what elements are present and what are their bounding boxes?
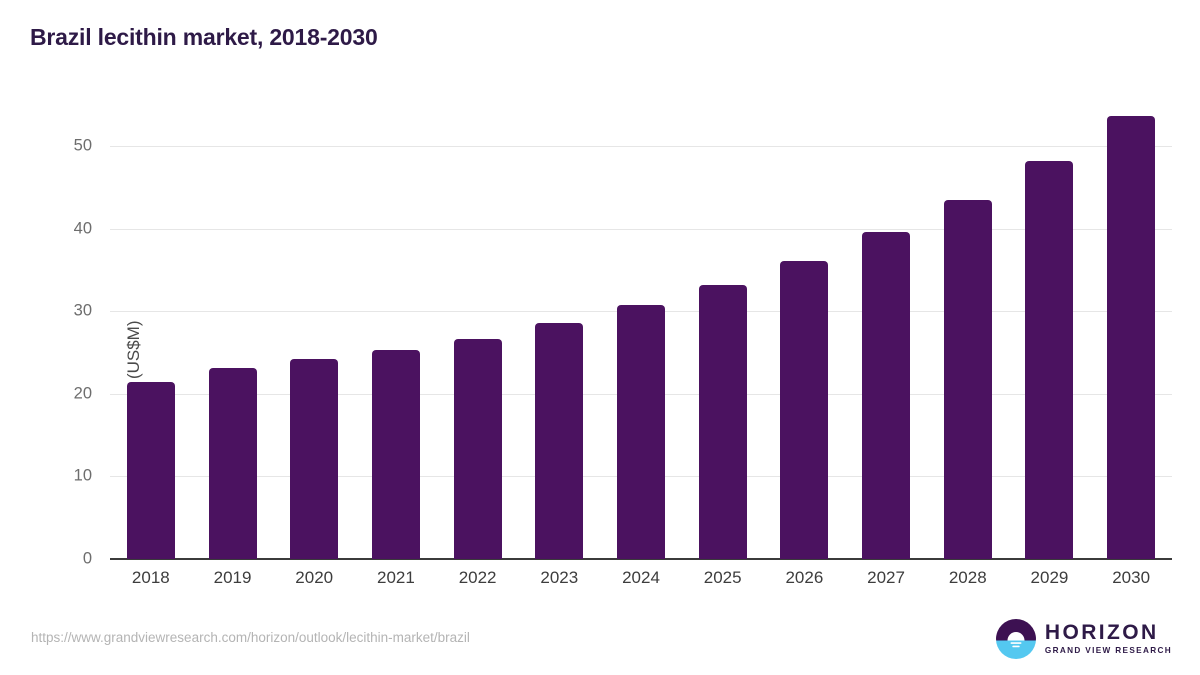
gridline bbox=[110, 228, 1172, 230]
x-tick-label-2018: 2018 bbox=[131, 568, 170, 587]
logo-wordmark: HORIZON GRAND VIEW RESEARCH bbox=[1045, 622, 1172, 655]
bar-2030[interactable] bbox=[1107, 115, 1156, 559]
bar-2022[interactable] bbox=[453, 338, 502, 559]
bar-2025[interactable] bbox=[698, 284, 747, 559]
x-tick-label-2019: 2019 bbox=[213, 568, 252, 587]
gridline bbox=[110, 146, 1172, 148]
bar-2023[interactable] bbox=[535, 322, 584, 559]
y-tick-label: 10 bbox=[73, 466, 92, 485]
bar-2018[interactable] bbox=[126, 382, 175, 559]
x-tick-label-2023: 2023 bbox=[540, 568, 579, 587]
logo-title: HORIZON bbox=[1044, 621, 1159, 645]
horizon-logo: HORIZON GRAND VIEW RESEARCH bbox=[995, 617, 1172, 661]
page-title: Brazil lecithin market, 2018-2030 bbox=[30, 24, 378, 50]
y-tick-label: 40 bbox=[73, 219, 92, 238]
x-tick-label-2024: 2024 bbox=[622, 568, 660, 587]
y-tick-label: 20 bbox=[73, 384, 92, 403]
logo-tagline: GRAND VIEW RESEARCH bbox=[1044, 646, 1172, 656]
x-tick-label-2025: 2025 bbox=[703, 568, 742, 587]
x-tick-label-2022: 2022 bbox=[458, 568, 497, 587]
bar-2028[interactable] bbox=[943, 199, 992, 559]
bar-2029[interactable] bbox=[1025, 161, 1074, 559]
x-tick-label-2028: 2028 bbox=[948, 568, 987, 587]
x-tick-label-2029: 2029 bbox=[1030, 568, 1069, 587]
bar-2026[interactable] bbox=[780, 261, 829, 559]
bar-2024[interactable] bbox=[617, 304, 665, 559]
bar-series bbox=[110, 105, 1172, 559]
y-axis-tick-labels: 0 10 20 30 40 50 bbox=[0, 0, 110, 675]
x-tick-label-2030: 2030 bbox=[1112, 568, 1151, 587]
y-tick-label: 50 bbox=[73, 136, 92, 155]
bar-2019[interactable] bbox=[208, 368, 257, 559]
x-tick-label-2027: 2027 bbox=[867, 568, 905, 587]
x-tick-label-2021: 2021 bbox=[377, 568, 415, 587]
source-url[interactable]: https://www.grandviewresearch.com/horizo… bbox=[31, 630, 470, 645]
bar-2021[interactable] bbox=[371, 350, 420, 559]
x-axis-tick-labels: 2018 2019 2020 2021 2022 2023 2024 2025 2026 2027… bbox=[110, 568, 1172, 598]
y-tick-label: 30 bbox=[73, 301, 92, 320]
y-tick-label: 0 bbox=[82, 549, 92, 568]
bar-2020[interactable] bbox=[290, 359, 339, 559]
bar-2027[interactable] bbox=[862, 232, 911, 559]
x-axis-line bbox=[110, 558, 1172, 560]
x-tick-label-2026: 2026 bbox=[785, 568, 824, 587]
horizon-sunset-icon bbox=[995, 619, 1036, 659]
x-tick-label-2020: 2020 bbox=[295, 568, 334, 587]
